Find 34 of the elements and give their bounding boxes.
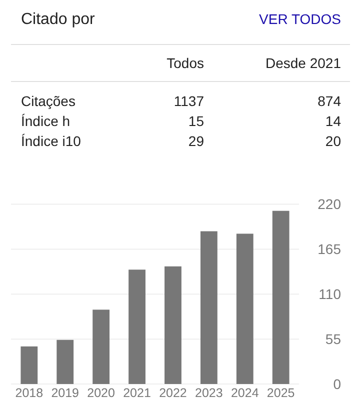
text: 20 [325, 133, 342, 149]
text: Desde 2021 [265, 55, 342, 71]
bar [128, 270, 146, 384]
x-tick-label: 2020 [87, 386, 116, 400]
text: 29 [188, 133, 204, 149]
bar [56, 340, 74, 384]
y-tick-label: 110 [318, 286, 342, 302]
text: 1137 [174, 93, 204, 109]
y-tick-label: 0 [333, 376, 342, 392]
text: 874 [318, 93, 342, 109]
x-tick-label: 2023 [195, 386, 223, 400]
bar [272, 210, 290, 384]
text: Citações [21, 93, 76, 109]
y-tick-label: 220 [318, 196, 342, 212]
y-tick-label: 55 [325, 330, 342, 347]
x-tick-label: 2021 [123, 386, 151, 400]
bar [20, 346, 38, 384]
text: Todos [166, 55, 204, 71]
bar [236, 234, 254, 384]
text: Citado por [21, 11, 96, 28]
bar [200, 231, 218, 384]
bar [92, 310, 110, 384]
x-tick-label: 2019 [51, 386, 80, 400]
x-tick-label: 2025 [266, 386, 295, 400]
y-tick-label: 165 [318, 241, 342, 258]
text: 14 [325, 113, 342, 129]
x-tick-label: 2024 [230, 386, 259, 400]
text: Índice i10 [21, 133, 82, 149]
x-tick-label: 2022 [159, 386, 187, 400]
text: VER TODOS [259, 11, 341, 27]
x-tick-label: 2018 [15, 386, 44, 400]
bar [164, 266, 182, 384]
text: Índice h [21, 113, 70, 129]
text: 15 [188, 113, 204, 129]
